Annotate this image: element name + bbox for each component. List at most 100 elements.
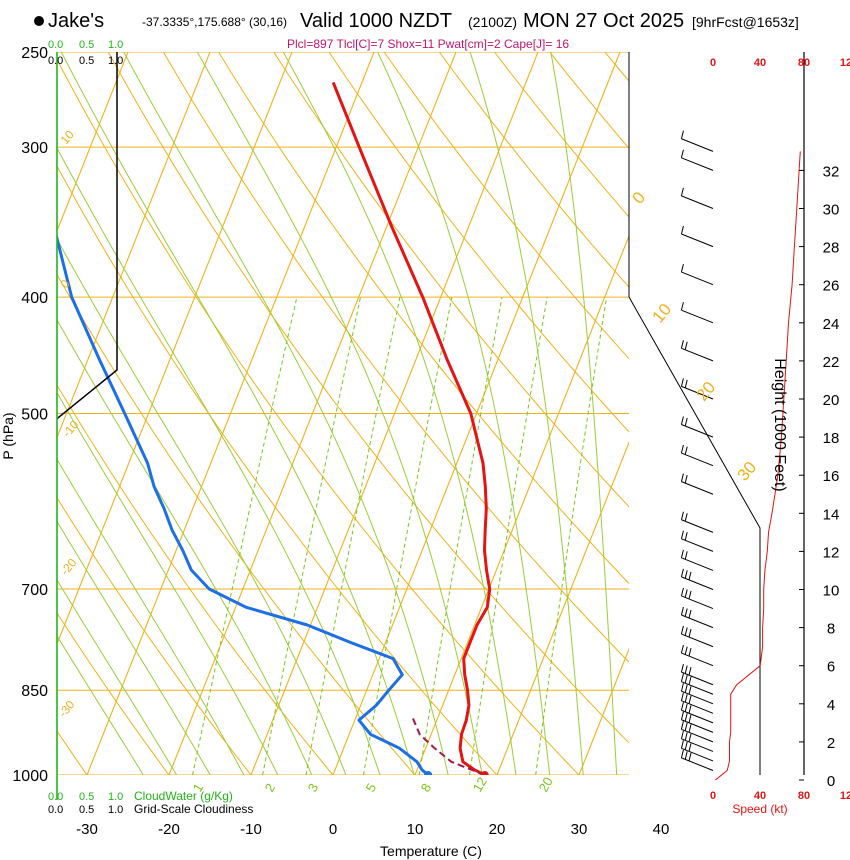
dry-adiabat-line: [57, 58, 580, 775]
wind-barb-feather: [680, 130, 684, 139]
wind-barb: [681, 424, 714, 438]
wind-barb-feather: [684, 570, 688, 579]
height-tick-label: 0: [827, 773, 835, 790]
isotherm-line: [578, 647, 629, 775]
wind-barb-feather: [680, 473, 684, 482]
height-tick-label: 2: [827, 735, 835, 752]
wind-barb-feather: [684, 694, 688, 703]
wind-barb: [681, 576, 714, 590]
wind-barb-feather: [684, 751, 688, 760]
wind-barb-feather: [680, 740, 684, 749]
wind-barb: [681, 690, 714, 705]
wind-barb: [681, 595, 714, 610]
wind-barb: [681, 385, 714, 400]
wind-barb-feather: [680, 625, 684, 635]
wind-barb-feather: [680, 702, 684, 711]
wind-barb-feather: [680, 644, 684, 654]
wind-barb-feather: [688, 590, 692, 600]
wind-barb-feather: [680, 673, 684, 682]
wind-barb-feather: [680, 416, 684, 425]
pressure-height-line: [628, 296, 761, 775]
surface-temp-marker: [480, 771, 489, 775]
cloudiness-tick-bottom: 0.5: [79, 804, 94, 816]
wind-barb: [681, 719, 714, 733]
wind-barb: [681, 309, 714, 324]
dry-adiabat-line: [57, 496, 252, 775]
wind-barb-feather: [680, 187, 684, 197]
mixing-ratio-line: [363, 297, 453, 775]
dry-adiabat-line: [383, 52, 629, 360]
moist-adiabat-line: [57, 391, 279, 775]
isotherm-line: [86, 52, 375, 775]
wind-barb-feather: [684, 646, 688, 655]
dry-adiabat-line: [493, 52, 629, 218]
mixing-ratio-line: [192, 296, 298, 775]
moist-adiabat-line: [282, 52, 517, 775]
dry-adiabat-line: [57, 165, 498, 775]
surface-dewpoint-marker: [424, 771, 433, 775]
wind-barb-feather: [680, 730, 684, 739]
moist-adiabat-line: [196, 52, 483, 775]
height-tick-label: 28: [823, 240, 840, 257]
wind-barb: [681, 347, 714, 362]
cloudiness-line: [56, 52, 118, 420]
height-tick-label: 14: [823, 506, 840, 523]
isotherm-label: 20: [693, 378, 720, 405]
wind-barb-feather: [684, 722, 688, 731]
wind-barb: [681, 519, 714, 533]
wind-barb-feather: [680, 302, 684, 311]
cloudwater-tick-bottom: 1.0: [108, 791, 123, 803]
x-axis-label: Temperature (C): [380, 843, 482, 859]
moist-adiabat-line: [469, 52, 584, 775]
wind-barb: [681, 481, 714, 495]
mixing-ratio-label: 2: [262, 781, 279, 795]
dry-adiabat-line: [162, 52, 629, 663]
isotherm-line: [168, 52, 457, 775]
wind-barb-feather: [680, 749, 684, 758]
dry-adiabat-line: [438, 52, 629, 288]
mixing-ratio-line: [469, 297, 548, 775]
dry-adiabat-line: [273, 52, 629, 508]
y-tick-label: 850: [21, 683, 48, 700]
station-name: Jake's: [48, 10, 105, 32]
wind-barb-feather: [684, 475, 688, 484]
x-tick-label: -30: [76, 821, 98, 838]
height-tick-label: 22: [823, 354, 840, 371]
speed-tick-bottom: 40: [754, 790, 766, 802]
wind-barb-feather: [684, 703, 688, 712]
mixing-ratio-label: 20: [536, 774, 556, 794]
isotherm-label: 10: [58, 127, 78, 146]
y-tick-label: 1000: [12, 768, 48, 785]
isotherm-label: 0: [629, 188, 650, 207]
cloudwater-label: CloudWater (g/Kg): [134, 789, 233, 803]
wind-barb-feather: [688, 686, 692, 695]
wind-barb-feather: [688, 733, 692, 742]
wind-barb: [681, 452, 714, 467]
height-tick-label: 18: [823, 430, 840, 447]
wind-barb-feather: [688, 705, 692, 714]
isotherm-line: [57, 52, 293, 646]
wind-barb: [681, 271, 714, 286]
dry-adiabat-line: [57, 273, 416, 775]
y-tick-label: 700: [21, 582, 48, 599]
moist-adiabat-line: [377, 52, 551, 775]
mixing-ratio-label: 8: [418, 781, 435, 795]
height-tick-label: 12: [823, 544, 840, 561]
moist-adiabat-line: [57, 146, 381, 775]
height-tick-label: 24: [823, 316, 840, 333]
dry-adiabat-line: [57, 612, 170, 775]
wind-barb-feather: [680, 587, 684, 597]
wind-barb-feather: [680, 263, 684, 273]
wind-barb-feather: [684, 675, 688, 684]
wind-barb: [681, 728, 714, 743]
height-axis-label: Height (1000 Feet): [771, 358, 788, 491]
x-tick-label: -10: [240, 821, 262, 838]
wind-barb-feather: [684, 341, 688, 350]
cloudiness-tick-top: 0.0: [48, 55, 63, 67]
wind-barb-feather: [688, 667, 692, 676]
temperature-line: [331, 81, 492, 775]
wind-barb-feather: [680, 664, 684, 673]
moist-adiabat-line: [57, 634, 144, 775]
isotherm-line: [414, 234, 629, 775]
mixing-ratio-line: [535, 297, 608, 775]
